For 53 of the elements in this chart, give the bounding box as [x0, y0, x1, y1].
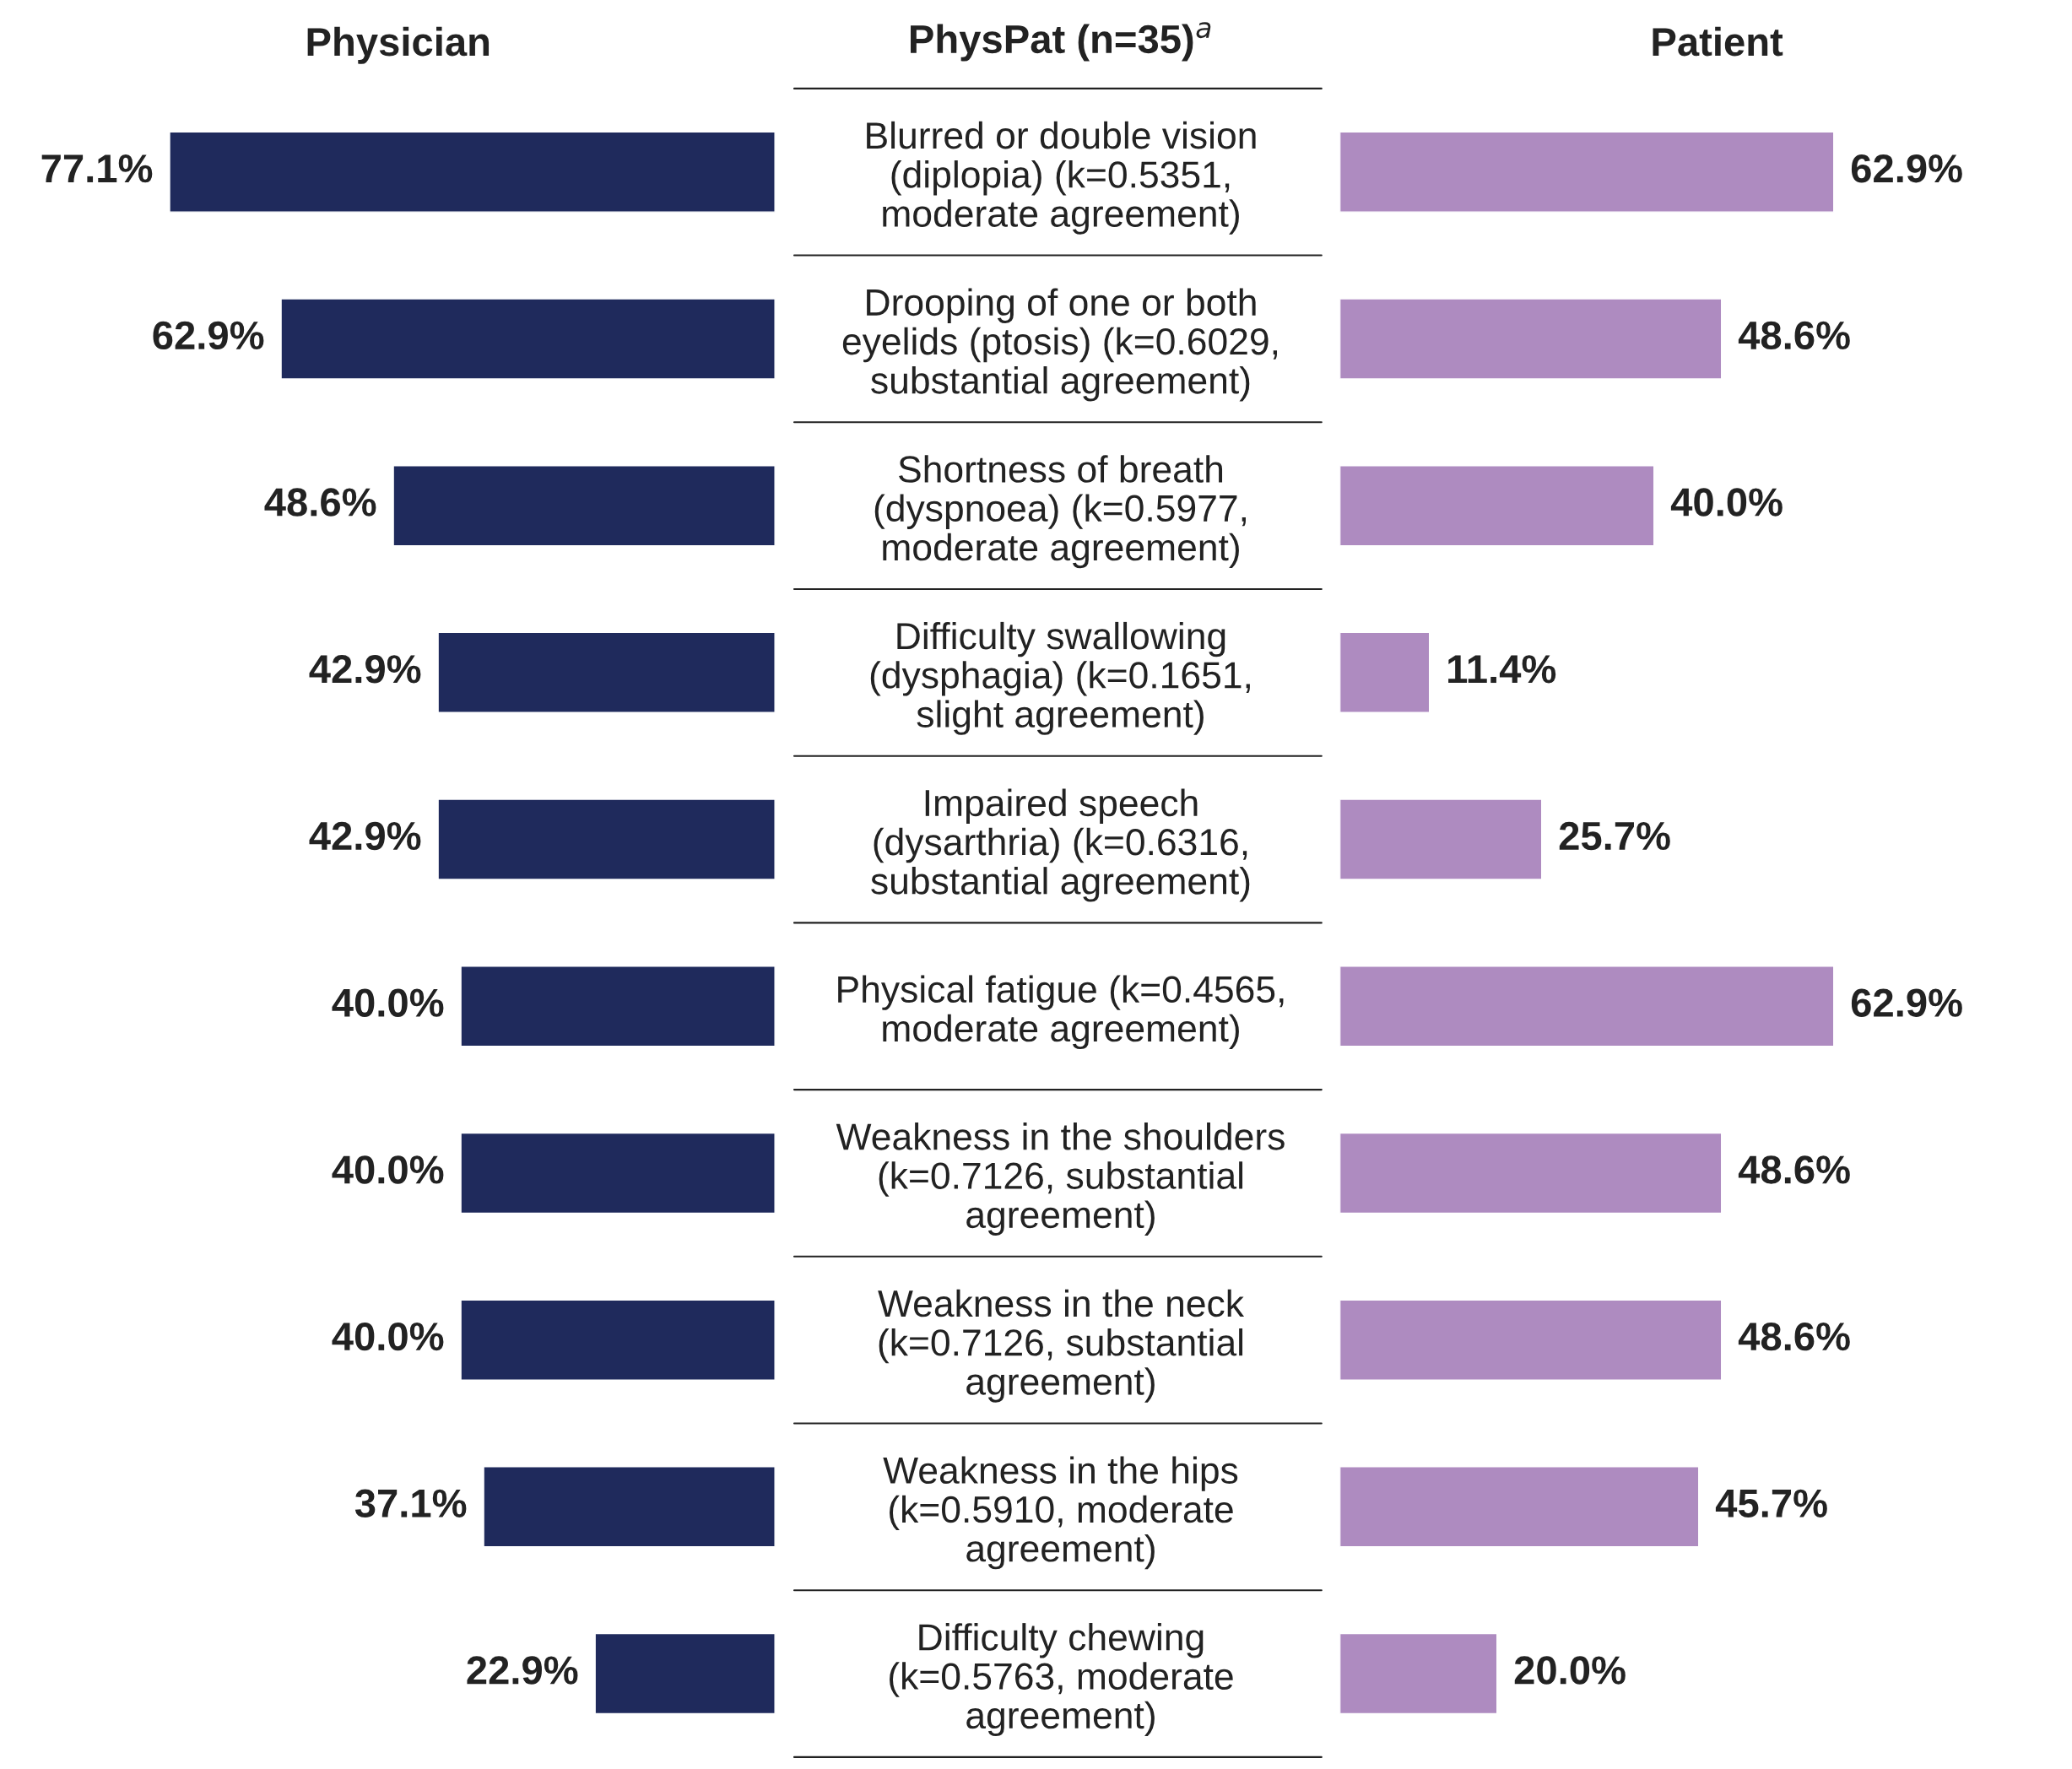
data-label: 48.6% — [1738, 1322, 1850, 1351]
bar — [483, 1466, 776, 1548]
data-label: 40.0% — [332, 1155, 444, 1184]
bar — [392, 464, 776, 547]
bar — [1339, 1632, 1498, 1715]
bar — [1339, 1466, 1700, 1548]
bar — [1339, 798, 1543, 880]
data-label: 37.1% — [354, 1489, 467, 1518]
bar — [460, 1299, 776, 1381]
y-tick-label: Drooping of one or both eyelids (ptosis) (k=0.6029, substantial agreement) — [842, 288, 1277, 402]
y-tick-label: Weakness in the hips (k=0.5910, moderate agreement) — [883, 1456, 1238, 1570]
data-label: 48.6% — [264, 488, 376, 517]
bar — [280, 298, 776, 380]
bar — [169, 131, 776, 213]
bar — [1339, 1299, 1723, 1381]
data-label: 42.9% — [309, 655, 421, 684]
data-label: 48.6% — [1738, 1155, 1850, 1184]
y-tick-label: Impaired speech (dysarthria) (k=0.6316, substantial agreement) — [871, 788, 1250, 902]
bar — [437, 631, 776, 713]
y-tick-label: Weakness in the neck (k=0.7126, substantial agreement) — [878, 1289, 1245, 1403]
data-label: 62.9% — [1851, 988, 1962, 1017]
bar — [460, 1132, 776, 1214]
data-label: 45.7% — [1715, 1489, 1827, 1518]
bar — [1339, 131, 1835, 213]
data-label: 77.1% — [41, 154, 153, 183]
y-tick-label: Weakness in the shoulders (k=0.7126, substantial agreement) — [836, 1123, 1285, 1236]
data-label: 48.6% — [1738, 321, 1850, 350]
bar — [1339, 966, 1835, 1047]
y-tick-label: Difficulty chewing (k=0.5763, moderate agreement) — [890, 1623, 1233, 1737]
data-label: 11.4% — [1448, 655, 1556, 684]
y-axis-title: PhysPat (n=35)$^{a}$ — [911, 22, 1211, 62]
y-tick-label: Physical fatigue (k=0.4565, moderate agreement) — [838, 975, 1284, 1050]
data-label: 40.0% — [332, 1322, 444, 1351]
data-label: 22.9% — [467, 1656, 578, 1685]
data-label: 25.7% — [1559, 821, 1670, 851]
bar — [594, 1632, 776, 1715]
data-label: 20.0% — [1514, 1656, 1626, 1685]
y-tick-label: Difficulty swallowing (dysphagia) (k=0.1651, slight agreement) — [870, 621, 1250, 735]
bar — [1339, 1132, 1723, 1214]
bar — [437, 798, 776, 880]
data-label: 42.9% — [309, 821, 421, 851]
bar — [1339, 464, 1655, 547]
chart-title: Physician — [307, 26, 490, 64]
chart-title: Patient — [1653, 26, 1783, 57]
data-label: 40.0% — [1670, 488, 1783, 517]
y-tick-label: Blurred or double vision (diplopia) (k=0.5351, moderate agreement) — [867, 121, 1256, 235]
y-tick-label: Shortness of breath (dyspnoea) (k=0.5977, moderate agreement) — [874, 455, 1246, 569]
data-label: 62.9% — [153, 321, 264, 350]
bar — [460, 966, 776, 1047]
bar — [1339, 298, 1723, 380]
data-label: 62.9% — [1851, 154, 1962, 183]
data-label: 40.0% — [332, 988, 444, 1017]
bar — [1339, 631, 1431, 713]
